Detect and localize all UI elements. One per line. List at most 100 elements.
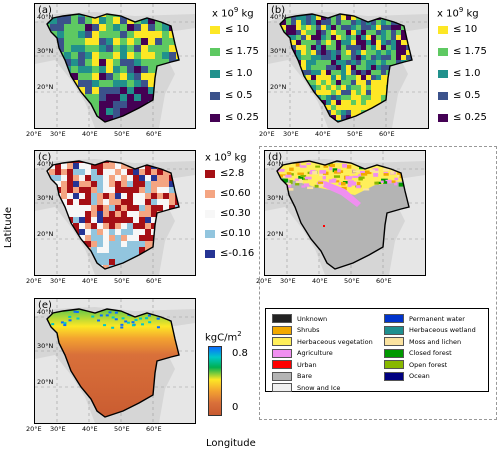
colorbar-title-b: x 109 kg	[437, 6, 479, 20]
panel-b-legend-item: ≤ 0.25	[438, 112, 487, 123]
x-tick-label-e: 30°E	[50, 425, 66, 433]
panel-c-legend-label: ≤0.60	[220, 188, 251, 199]
panel-a-legend-swatch	[210, 47, 220, 56]
y-tick-label-b: 20°N	[270, 83, 287, 91]
panel-label-e: (e)	[38, 300, 52, 311]
landcover-legend: Unknown Permanent water Shrubs Herbaceous w…	[265, 308, 489, 392]
panel-a-legend-item: ≤ 1.75	[210, 46, 259, 57]
y-axis-label: Latitude	[3, 206, 15, 249]
panel-c-legend-swatch	[205, 209, 215, 218]
panel-c-legend-label: ≤0.10	[220, 228, 251, 239]
x-tick-label-e: 50°E	[114, 425, 130, 433]
panel-a-legend-item: ≤ 10	[210, 24, 249, 35]
colorbar-title-a: x 109 kg	[212, 6, 254, 20]
x-tick-label-c: 20°E	[26, 277, 42, 285]
landcover-legend-item: Open forest	[384, 360, 447, 369]
panel-b-legend-swatch	[438, 47, 448, 56]
landcover-legend-label: Closed forest	[409, 349, 452, 357]
x-tick-label-d: 40°E	[312, 277, 328, 285]
y-tick-label-b: 40°N	[270, 13, 287, 21]
landcover-legend-item: Agriculture	[272, 348, 333, 358]
landcover-legend-swatch	[384, 314, 404, 323]
y-tick-label-d: 30°N	[267, 194, 284, 202]
x-tick-label-a: 40°E	[82, 130, 98, 138]
panel-b-legend-swatch	[438, 25, 448, 34]
landcover-dashed-frame	[259, 146, 497, 420]
x-tick-label-e: 40°E	[82, 425, 98, 433]
x-tick-label-b: 60°E	[379, 130, 395, 138]
landcover-legend-item: Bare	[272, 371, 312, 381]
panel-b-legend-label: ≤ 0.25	[453, 112, 487, 123]
panel-a-legend-label: ≤ 10	[225, 24, 250, 35]
landcover-legend-swatch	[384, 337, 404, 346]
panel-a-legend-swatch	[210, 113, 220, 122]
y-tick-label-c: 20°N	[37, 230, 54, 238]
x-tick-label-d: 50°E	[344, 277, 360, 285]
landcover-legend-swatch	[384, 325, 404, 335]
y-tick-label-e: 30°N	[37, 342, 54, 350]
panel-a-legend-label: ≤ 1.75	[225, 46, 259, 57]
panel-a-legend-label: ≤ 0.25	[225, 112, 259, 123]
panel-a-legend-item: ≤ 1.0	[210, 68, 252, 79]
x-tick-label-a: 30°E	[50, 130, 66, 138]
colorbar-e-tick-bottom: 0	[232, 402, 239, 413]
panel-b-legend-item: ≤ 1.0	[438, 68, 480, 79]
map-c-svg	[35, 151, 195, 275]
map-panel-a	[34, 3, 196, 129]
landcover-legend-swatch	[272, 337, 292, 346]
x-tick-label-d: 60°E	[376, 277, 392, 285]
panel-c-legend-label: ≤2.8	[220, 168, 245, 179]
panel-c-legend-item: ≤-0.16	[205, 248, 254, 259]
panel-b-legend-swatch	[438, 113, 448, 122]
panel-label-c: (c)	[38, 152, 52, 163]
landcover-legend-item: Snow and Ice	[272, 383, 340, 392]
y-tick-label-b: 30°N	[270, 47, 287, 55]
panel-a-legend-item: ≤ 0.25	[210, 112, 259, 123]
panel-a-legend-swatch	[210, 91, 220, 100]
panel-b-legend-label: ≤ 0.5	[453, 90, 481, 101]
panel-c-legend-item: ≤0.60	[205, 188, 251, 199]
x-tick-label-b: 20°E	[259, 130, 275, 138]
panel-label-a: (a)	[38, 5, 52, 16]
colorbar-e	[208, 346, 222, 416]
x-tick-label-e: 20°E	[26, 425, 42, 433]
panel-a-legend-swatch	[210, 25, 220, 34]
colorbar-e-tick-top: 0.8	[232, 348, 248, 359]
map-panel-d	[264, 150, 426, 276]
panel-b-legend-item: ≤ 1.75	[438, 46, 487, 57]
x-tick-label-c: 30°E	[50, 277, 66, 285]
map-panel-c	[34, 150, 196, 276]
landcover-legend-item: Moss and lichen	[384, 337, 461, 346]
landcover-legend-label: Agriculture	[297, 349, 333, 357]
landcover-legend-label: Shrubs	[297, 326, 320, 334]
map-panel-b	[267, 3, 429, 129]
colorbar-title-e: kgC/m2	[205, 330, 242, 344]
panel-a-legend-item: ≤ 0.5	[210, 90, 252, 101]
x-tick-label-b: 50°E	[347, 130, 363, 138]
landcover-legend-item: Urban	[272, 360, 317, 369]
landcover-legend-swatch	[384, 371, 404, 381]
panel-label-b: (b)	[271, 5, 286, 16]
panel-b-legend-label: ≤ 1.75	[453, 46, 487, 57]
x-tick-label-b: 40°E	[315, 130, 331, 138]
panel-c-legend-swatch	[205, 229, 215, 238]
map-b-svg	[268, 4, 428, 128]
landcover-legend-label: Snow and Ice	[297, 383, 341, 392]
panel-c-legend-label: ≤0.30	[220, 208, 251, 219]
landcover-legend-item: Shrubs	[272, 325, 320, 335]
x-axis-label: Longitude	[206, 438, 256, 449]
landcover-legend-label: Open forest	[409, 360, 448, 369]
panel-b-legend-item: ≤ 10	[438, 24, 477, 35]
panel-b-legend-swatch	[438, 91, 448, 100]
panel-c-legend-swatch	[205, 169, 215, 178]
x-tick-label-c: 40°E	[82, 277, 98, 285]
y-tick-label-c: 40°N	[37, 160, 54, 168]
map-d-svg	[265, 151, 425, 275]
panel-b-legend-swatch	[438, 69, 448, 78]
landcover-legend-swatch	[272, 314, 292, 323]
y-tick-label-c: 30°N	[37, 194, 54, 202]
y-tick-label-d: 40°N	[267, 160, 284, 168]
y-tick-label-a: 30°N	[37, 47, 54, 55]
panel-b-legend-item: ≤ 0.5	[438, 90, 480, 101]
map-e-svg	[35, 299, 195, 423]
